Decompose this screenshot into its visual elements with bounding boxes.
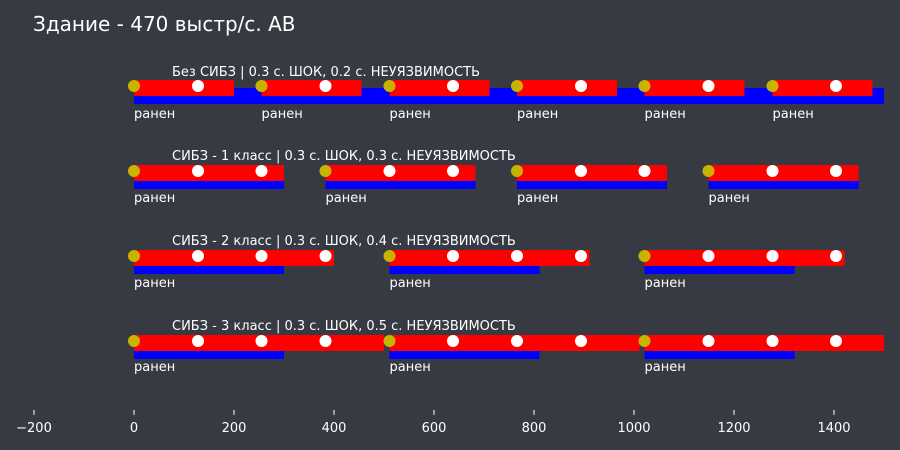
shock-bar <box>644 250 845 266</box>
shock-bar <box>134 80 234 96</box>
wound-marker <box>383 335 396 347</box>
shot-marker <box>255 250 268 262</box>
timeline-row: Без СИБЗ | 0.3 с. ШОК, 0.2 с. НЕУЯЗВИМОС… <box>128 65 884 122</box>
shot-marker <box>830 80 842 92</box>
shot-marker <box>319 335 332 347</box>
wound-label: ранен <box>645 360 686 375</box>
shot-marker <box>575 165 587 177</box>
shot-marker <box>511 250 523 262</box>
wound-marker <box>702 165 715 177</box>
wound-marker <box>128 335 140 347</box>
shock-bar <box>389 80 490 96</box>
wound-label: ранен <box>709 191 750 206</box>
shot-marker <box>702 80 715 92</box>
shot-marker <box>255 335 268 347</box>
shock-bar <box>644 80 745 96</box>
timeline-row: СИБЗ - 1 класс | 0.3 с. ШОК, 0.3 с. НЕУЯ… <box>128 149 859 206</box>
shot-marker <box>192 250 204 262</box>
shot-marker <box>766 335 779 347</box>
shot-marker <box>511 335 523 347</box>
wound-marker <box>638 80 651 92</box>
shot-marker <box>830 165 842 177</box>
shot-marker <box>447 335 459 347</box>
shock-bar <box>134 165 284 181</box>
shot-marker <box>766 250 779 262</box>
timeline-row: СИБЗ - 2 класс | 0.3 с. ШОК, 0.4 с. НЕУЯ… <box>128 234 845 291</box>
x-tick-label: 1400 <box>817 421 850 436</box>
shot-marker <box>255 165 268 177</box>
shot-marker <box>830 335 842 347</box>
wound-marker <box>511 80 523 92</box>
wound-label: ранен <box>517 191 558 206</box>
x-tick-label: 800 <box>522 421 547 436</box>
row-title: СИБЗ - 3 класс | 0.3 с. ШОК, 0.5 с. НЕУЯ… <box>172 319 516 334</box>
wound-label: ранен <box>645 107 686 122</box>
shot-marker <box>319 250 332 262</box>
x-tick-label: 1000 <box>617 421 650 436</box>
x-tick-label: −200 <box>16 421 52 436</box>
wound-marker <box>383 250 396 262</box>
wound-label: ранен <box>645 276 686 291</box>
x-axis: −200 0 200 400 600 800 1000 1200 1400 <box>16 410 851 436</box>
wound-marker <box>128 165 140 177</box>
shot-marker <box>192 80 204 92</box>
shot-marker <box>766 165 779 177</box>
wound-label: ранен <box>390 276 431 291</box>
wound-marker <box>319 165 332 177</box>
x-tick-label: 200 <box>222 421 247 436</box>
shot-marker <box>702 250 715 262</box>
rows-layer: Без СИБЗ | 0.3 с. ШОК, 0.2 с. НЕУЯЗВИМОС… <box>128 65 884 375</box>
shot-marker <box>192 165 204 177</box>
shock-bar <box>389 250 590 266</box>
x-tick-label: 0 <box>130 421 138 436</box>
wound-marker <box>383 80 396 92</box>
shot-marker <box>192 335 204 347</box>
wound-label: ранен <box>134 276 175 291</box>
shot-marker <box>638 165 651 177</box>
wound-marker <box>638 335 651 347</box>
shot-marker <box>575 335 587 347</box>
row-title: СИБЗ - 1 класс | 0.3 с. ШОК, 0.3 с. НЕУЯ… <box>172 149 516 164</box>
wound-label: ранен <box>134 107 175 122</box>
wound-label: ранен <box>517 107 558 122</box>
wound-label: ранен <box>390 107 431 122</box>
wound-marker <box>128 80 140 92</box>
x-tick-label: 1200 <box>717 421 750 436</box>
shock-bar <box>261 80 362 96</box>
shot-marker <box>575 250 587 262</box>
chart-title: Здание - 470 выстр/с. АВ <box>33 12 296 36</box>
x-tick-label: 400 <box>322 421 347 436</box>
shock-bar <box>517 80 617 96</box>
wound-marker <box>128 250 140 262</box>
shot-marker <box>830 250 842 262</box>
shock-bar <box>134 250 334 266</box>
wound-label: ранен <box>262 107 303 122</box>
wound-label: ранен <box>134 191 175 206</box>
shot-marker <box>447 80 459 92</box>
shot-marker <box>447 165 459 177</box>
shot-marker <box>319 80 332 92</box>
shot-marker <box>383 165 396 177</box>
x-tick-label: 600 <box>422 421 447 436</box>
wound-label: ранен <box>134 360 175 375</box>
timeline-row: СИБЗ - 3 класс | 0.3 с. ШОК, 0.5 с. НЕУЯ… <box>128 319 884 375</box>
wound-marker <box>255 80 268 92</box>
wound-marker <box>766 80 779 92</box>
wound-label: ранен <box>390 360 431 375</box>
shock-bar <box>517 165 667 181</box>
wound-marker <box>638 250 651 262</box>
shot-marker <box>447 250 459 262</box>
row-title: СИБЗ - 2 класс | 0.3 с. ШОК, 0.4 с. НЕУЯ… <box>172 234 516 249</box>
shock-bar <box>325 165 476 181</box>
shock-bar <box>708 165 859 181</box>
shock-bar <box>644 335 884 351</box>
shot-marker <box>575 80 587 92</box>
shock-bar <box>772 80 873 96</box>
wound-label: ранен <box>773 107 814 122</box>
wound-marker <box>511 165 523 177</box>
row-title: Без СИБЗ | 0.3 с. ШОК, 0.2 с. НЕУЯЗВИМОС… <box>172 65 480 80</box>
wound-label: ранен <box>326 191 367 206</box>
shot-marker <box>702 335 715 347</box>
